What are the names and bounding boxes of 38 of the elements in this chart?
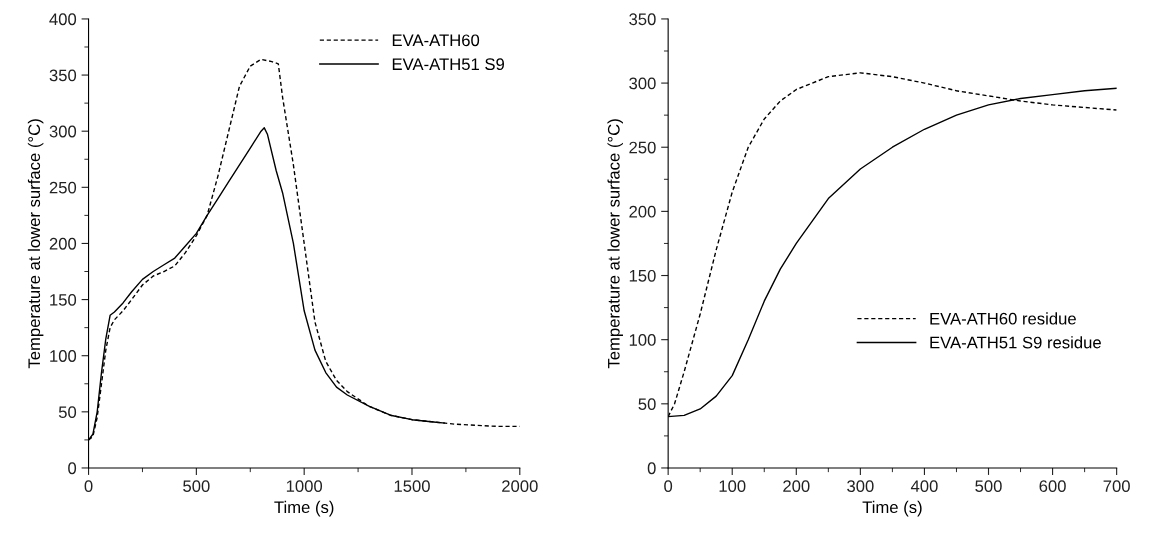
y-tick-label: 200 xyxy=(49,237,77,250)
y-axis-title: Temperature at lower surface (°C) xyxy=(607,119,623,369)
x-tick-label: 300 xyxy=(847,480,874,493)
x-tick-label: 700 xyxy=(1103,480,1130,493)
y-tick-label: 150 xyxy=(629,269,656,282)
x-tick-label: 500 xyxy=(975,480,1002,493)
legend-label: EVA-ATH60 residue xyxy=(930,312,1076,325)
x-tick-label: 400 xyxy=(910,480,938,493)
y-tick-label: 350 xyxy=(49,69,77,82)
legend-label: EVA-ATH51 S9 residue xyxy=(930,336,1101,349)
x-tick-label: 0 xyxy=(84,480,93,493)
x-tick-label: 1000 xyxy=(286,480,323,493)
y-tick-label: 300 xyxy=(629,77,656,90)
x-tick-label: 200 xyxy=(783,480,810,493)
y-tick-label: 200 xyxy=(629,205,656,218)
x-tick-label: 1500 xyxy=(394,480,430,493)
y-tick-label: 50 xyxy=(638,398,656,411)
x-tick-label: 500 xyxy=(183,480,210,493)
x-tick-label: 0 xyxy=(664,480,673,493)
y-tick-label: 50 xyxy=(58,406,77,419)
y-tick-label: 100 xyxy=(50,350,77,362)
y-tick-label: 300 xyxy=(49,125,77,138)
y-tick-label: 150 xyxy=(50,293,77,306)
y-axis-title: Temperature at lower surface (°C) xyxy=(27,119,44,369)
x-tick-label: 100 xyxy=(719,480,746,493)
x-axis-title: Time (s) xyxy=(862,500,922,517)
y-tick-label: 0 xyxy=(647,462,656,475)
y-tick-label: 400 xyxy=(49,13,77,26)
legend-label: EVA-ATH60 xyxy=(392,34,480,47)
x-tick-label: 2000 xyxy=(502,480,538,493)
y-tick-label: 0 xyxy=(68,462,77,475)
x-axis-title: Time (s) xyxy=(274,500,334,517)
y-tick-label: 350 xyxy=(629,13,656,26)
y-tick-label: 100 xyxy=(629,334,656,346)
y-tick-label: 250 xyxy=(49,181,77,194)
y-tick-label: 250 xyxy=(629,141,656,154)
legend-label: EVA-ATH51 S9 xyxy=(392,58,505,71)
x-tick-label: 600 xyxy=(1039,480,1066,493)
